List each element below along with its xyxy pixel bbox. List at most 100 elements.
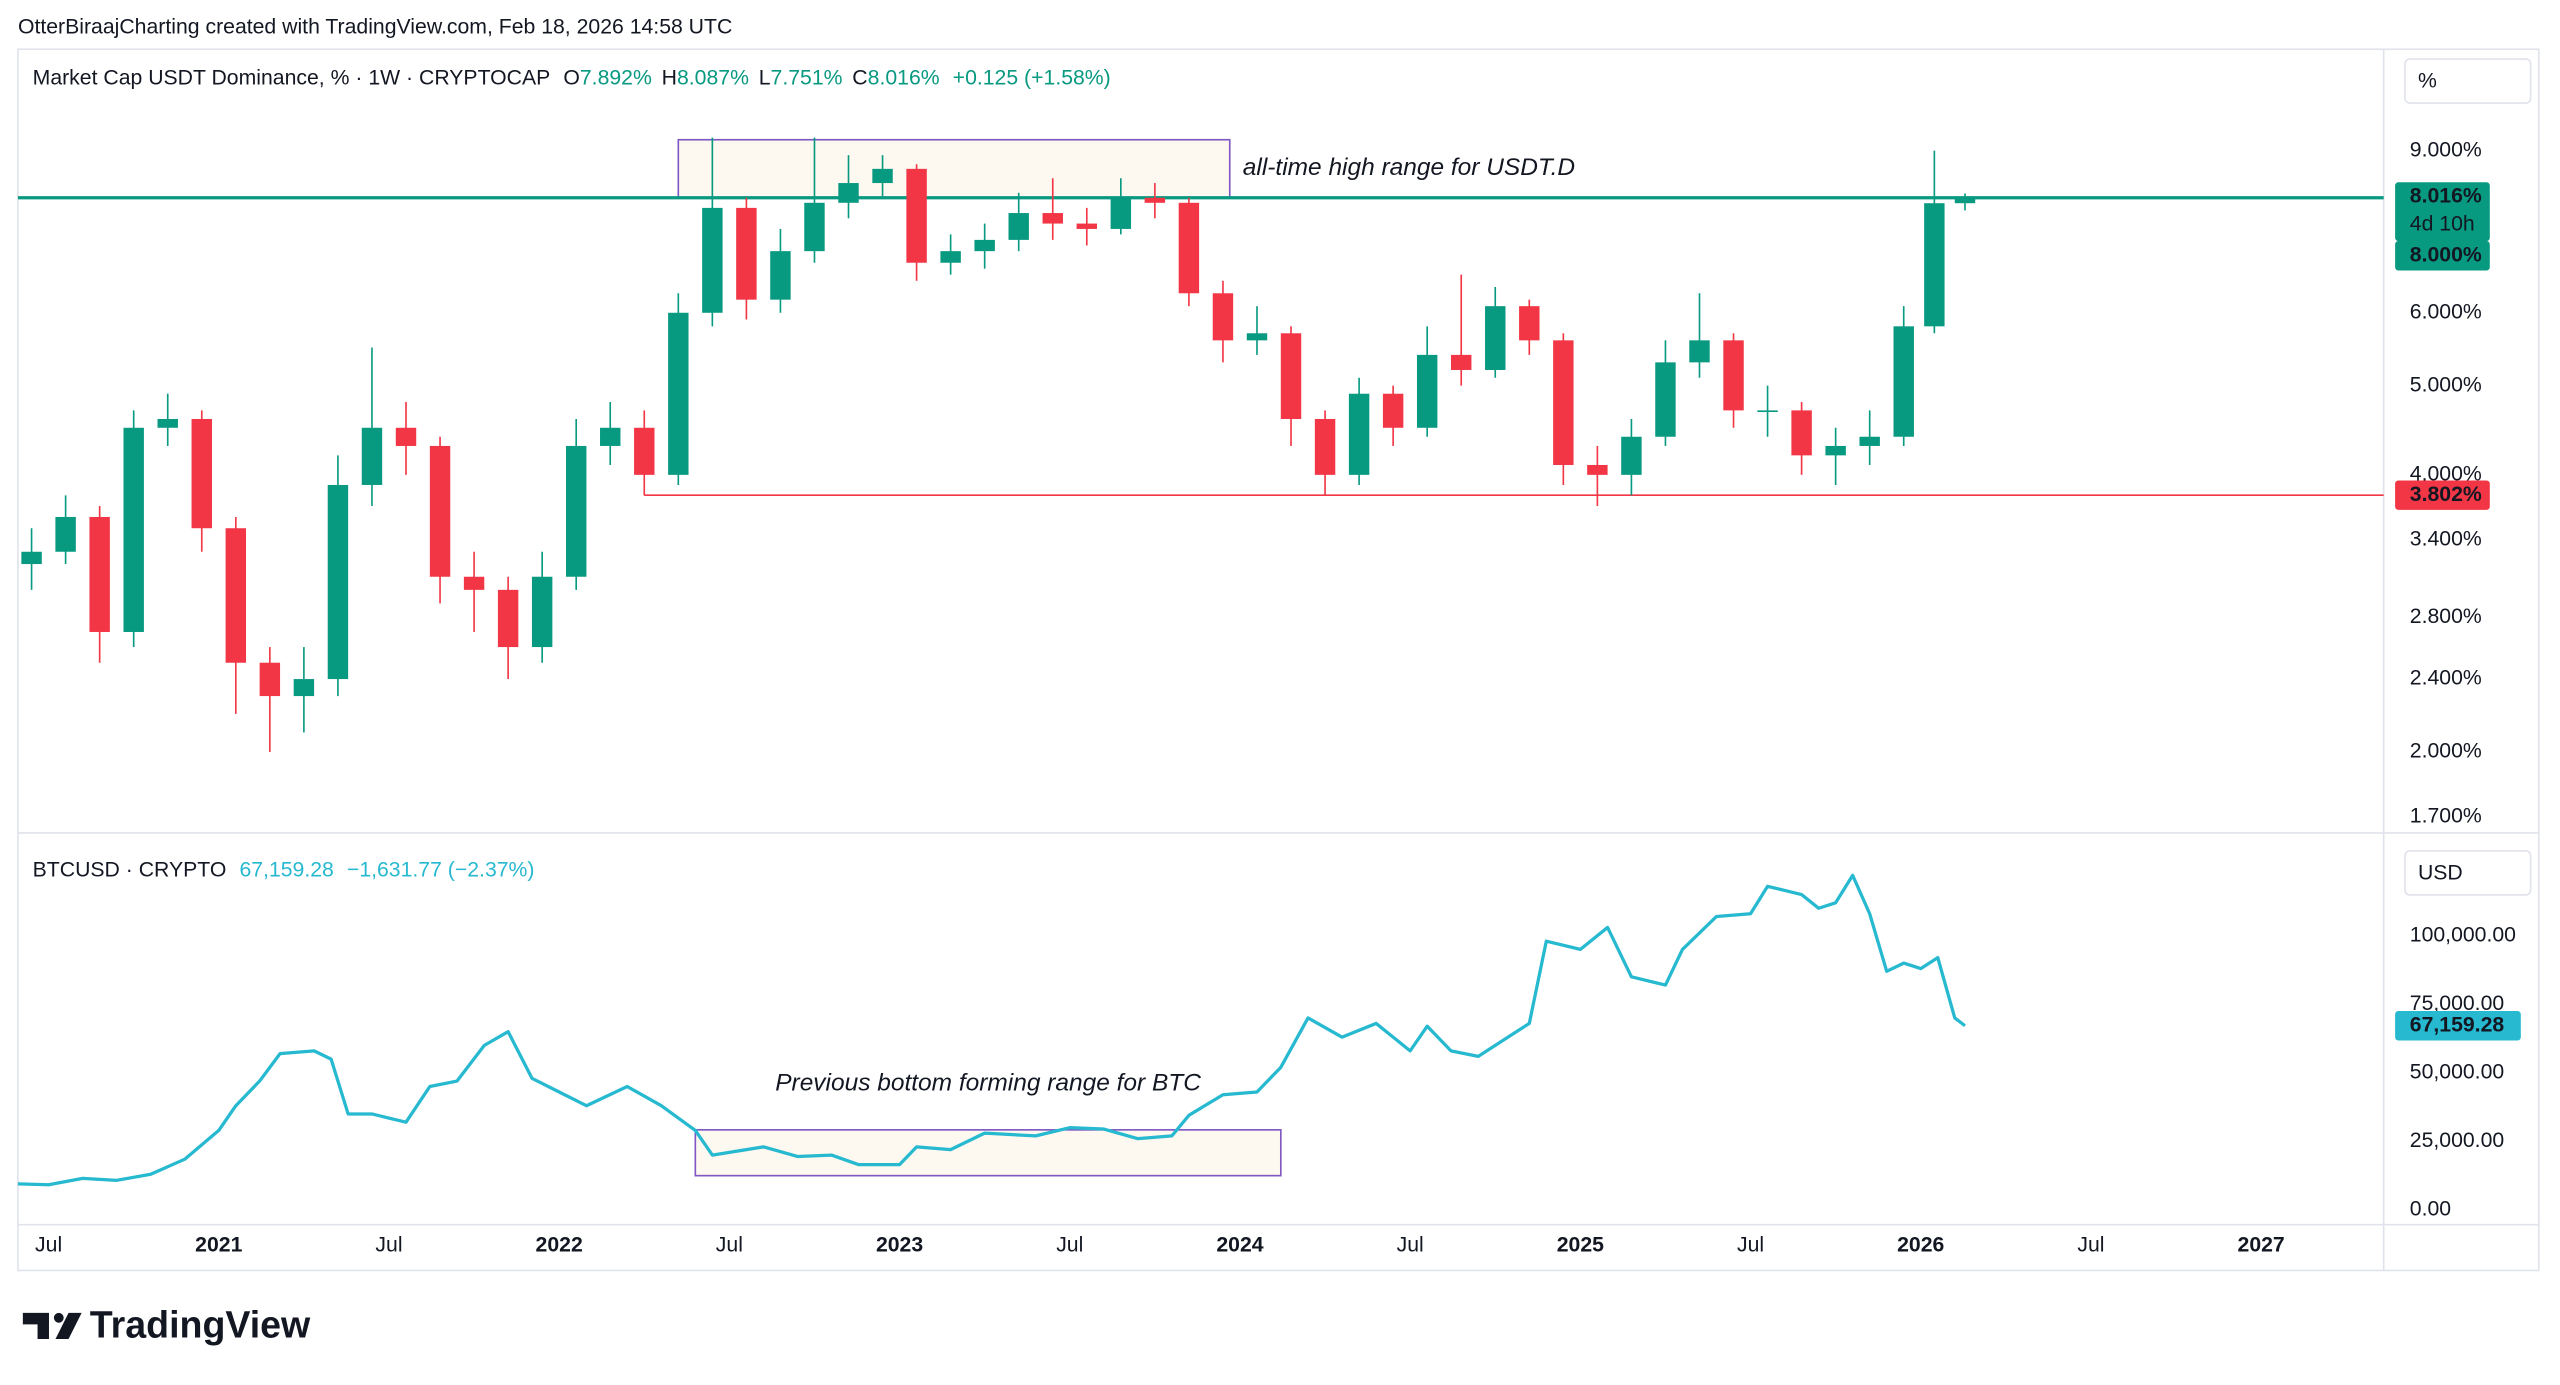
range-label: Previous bottom forming range for BTC xyxy=(775,1070,1201,1097)
candle-body xyxy=(1144,197,1166,203)
candle-body xyxy=(497,589,519,648)
y-tick-label: 0.00 xyxy=(2410,1198,2451,1221)
candle-body xyxy=(531,576,553,648)
hline-label-box xyxy=(2395,241,2490,271)
y-tick-label: 5.000% xyxy=(2410,373,2482,396)
candle-body xyxy=(1723,340,1744,411)
x-tick-label: 2027 xyxy=(2238,1234,2285,1257)
legend-change: −1,631.77 (−2.37%) xyxy=(347,858,535,881)
y-tick-label: 9.000% xyxy=(2410,138,2482,161)
legend-value: 7.892% xyxy=(580,66,652,89)
candle-body xyxy=(1178,202,1200,294)
candle-body xyxy=(327,484,349,680)
candle-body xyxy=(1110,197,1132,229)
candle-body xyxy=(940,251,961,263)
candle-body xyxy=(1314,418,1336,475)
y-tick-label: 3.400% xyxy=(2410,527,2482,550)
legend-title: Market Cap USDT Dominance, % · 1W · CRYP… xyxy=(33,66,551,89)
legend-change: +0.125 (+1.58%) xyxy=(953,66,1111,89)
candle-body xyxy=(974,239,995,252)
candle-body xyxy=(1416,354,1438,428)
x-tick-label: Jul xyxy=(35,1234,62,1257)
candle-body xyxy=(565,445,587,577)
legend-key: L xyxy=(759,66,771,89)
candle-body xyxy=(395,427,417,446)
chart-frame xyxy=(17,48,2540,1272)
candle-body xyxy=(21,551,42,565)
candle-body xyxy=(1451,354,1472,370)
candle-body xyxy=(872,168,893,184)
candle-body xyxy=(1382,393,1404,428)
candle-body xyxy=(157,418,178,428)
legend-value: 7.751% xyxy=(771,66,843,89)
candle-body xyxy=(1893,326,1914,437)
tradingview-logo: TradingView xyxy=(22,1304,311,1346)
candle-body xyxy=(1246,333,1268,341)
pane: Market Cap USDT Dominance, % · 1W · CRYP… xyxy=(17,58,2532,828)
countdown-label: 4d 10h xyxy=(2410,212,2475,235)
pane: BTCUSD · CRYPTO 67,159.28 −1,631.77 (−2.37… xyxy=(17,850,2532,1257)
candle-body xyxy=(191,418,212,529)
logo-text: TradingView xyxy=(90,1304,311,1346)
header-title: OtterBiraajCharting created with Trading… xyxy=(18,16,732,39)
candle-body xyxy=(1076,223,1097,229)
candle-body xyxy=(634,427,655,475)
y-tick-label: 1.700% xyxy=(2410,805,2482,828)
candle-body xyxy=(259,662,281,697)
hline-label: 8.000% xyxy=(2410,243,2482,266)
candle-body xyxy=(1008,213,1029,240)
x-tick-label: Jul xyxy=(1737,1234,1764,1257)
legend: BTCUSD · CRYPTO 67,159.28 −1,631.77 (−2.37… xyxy=(33,858,535,881)
legend-key: H xyxy=(662,66,677,89)
candle-body xyxy=(123,427,144,632)
legend-last: 67,159.28 xyxy=(239,858,333,881)
candle-body xyxy=(1485,306,1506,370)
y-tick-label: 100,000.00 xyxy=(2410,923,2516,946)
candle-body xyxy=(702,207,723,313)
candle-body xyxy=(600,427,621,446)
unit-box xyxy=(2404,58,2532,104)
unit-label: % xyxy=(2418,69,2437,92)
candle-body xyxy=(55,516,76,552)
candle-body xyxy=(1859,436,1880,446)
x-tick-label: 2021 xyxy=(195,1234,242,1257)
y-tick-label: 2.800% xyxy=(2410,605,2482,628)
candle-body xyxy=(1689,340,1710,363)
y-tick-label: 4.000% xyxy=(2410,462,2482,485)
last-price-label: 8.016% xyxy=(2410,185,2482,208)
candle-body xyxy=(1621,436,1642,475)
candle-body xyxy=(736,207,757,300)
x-tick-label: Jul xyxy=(2077,1234,2104,1257)
candle-body xyxy=(1954,196,1976,204)
candle-body xyxy=(1212,293,1234,341)
unit-box xyxy=(2404,850,2532,896)
x-tick-label: 2025 xyxy=(1557,1234,1604,1257)
range-box xyxy=(677,138,1231,199)
y-tick-label: 75,000.00 xyxy=(2410,992,2504,1015)
y-tick-label: 25,000.00 xyxy=(2410,1129,2504,1152)
candle-body xyxy=(1825,445,1846,456)
legend-value: 8.016% xyxy=(868,66,940,89)
candle-body xyxy=(1757,410,1778,413)
x-tick-label: 2026 xyxy=(1897,1234,1944,1257)
candle-body xyxy=(429,445,451,577)
last-price-label: 67,159.28 xyxy=(2410,1013,2505,1036)
candle-body xyxy=(361,427,383,485)
y-tick-label: 2.400% xyxy=(2410,667,2482,690)
legend-key: O xyxy=(563,66,580,89)
hline-label: 3.802% xyxy=(2410,483,2482,506)
candle-body xyxy=(1519,306,1540,341)
x-tick-label: Jul xyxy=(1397,1234,1424,1257)
candle-body xyxy=(804,202,825,252)
range-box xyxy=(694,1129,1282,1177)
legend-title: BTCUSD · CRYPTO xyxy=(33,858,227,881)
last-price-box xyxy=(2395,1011,2521,1041)
candle-body xyxy=(838,183,859,203)
candle-body xyxy=(1655,362,1676,437)
candle-body xyxy=(1280,333,1302,419)
legend: Market Cap USDT Dominance, % · 1W · CRYP… xyxy=(33,66,1111,89)
candle-body xyxy=(1553,340,1574,465)
legend-value: 8.087% xyxy=(677,66,749,89)
